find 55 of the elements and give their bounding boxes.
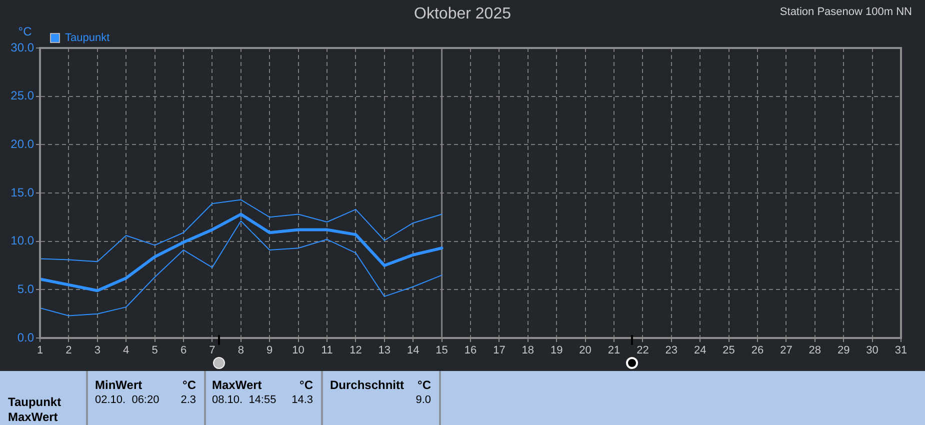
x-tick-label: 15 [436, 344, 448, 357]
x-tick-label: 5 [152, 344, 158, 357]
x-tick-label: 6 [180, 344, 187, 357]
x-tick-label: 23 [665, 344, 678, 357]
text: °C [418, 378, 431, 392]
y-tick-label: 0.0 [17, 330, 34, 344]
text: Taupunkt [8, 395, 62, 409]
x-tick-label: 19 [550, 344, 563, 357]
text: 02.10. 06:20 [95, 394, 160, 406]
x-tick-label: 8 [238, 344, 244, 357]
x-tick-label: 16 [464, 344, 477, 357]
chart-subtitle: Station Pasenow 100m NN [780, 6, 912, 18]
x-tick-label: 28 [808, 344, 822, 357]
x-tick-label: 22 [636, 344, 649, 357]
x-tick-label: 21 [608, 344, 620, 357]
y-tick-label: 30.0 [10, 40, 34, 54]
x-tick-label: 4 [123, 344, 130, 357]
y-axis-title: °C [18, 24, 32, 38]
x-tick-label: 27 [780, 344, 792, 357]
x-tick-label: 7 [209, 344, 216, 357]
text: MaxWert [8, 410, 58, 424]
text: 08.10. 14:55 [212, 394, 276, 406]
x-tick-label: 20 [579, 344, 592, 357]
text: 2.3 [180, 394, 196, 406]
text: MinWert [95, 378, 142, 392]
y-tick-label: 15.0 [10, 185, 34, 200]
x-tick-label: 26 [751, 344, 764, 357]
text: °C [182, 378, 196, 392]
x-tick-label: 24 [694, 344, 706, 357]
text: MaxWert [212, 378, 262, 392]
text: °C [300, 378, 313, 392]
y-tick-label: 5.0 [17, 282, 34, 296]
x-tick-label: 14 [406, 344, 420, 357]
x-tick-label: 30 [866, 344, 878, 357]
x-tick-label: 18 [522, 344, 534, 357]
x-tick-label: 10 [292, 344, 304, 357]
x-tick-label: 11 [321, 344, 333, 357]
text: Durchschnitt [330, 378, 404, 392]
text: 14.3 [292, 394, 313, 406]
y-tick-label: 10.0 [10, 234, 34, 248]
x-tick-label: 31 [894, 344, 908, 357]
legend-label: Taupunkt [65, 32, 110, 44]
x-tick-label: 12 [350, 344, 362, 357]
x-tick-label: 9 [266, 344, 273, 357]
y-tick-label: 25.0 [10, 88, 34, 103]
x-tick-label: 25 [722, 344, 735, 357]
text: 9.0 [416, 394, 431, 406]
x-tick-label: 2 [66, 344, 72, 357]
x-tick-label: 1 [36, 344, 44, 357]
x-tick-label: 29 [837, 344, 850, 357]
y-tick-label: 20.0 [10, 136, 34, 151]
x-tick-label: 17 [493, 344, 506, 357]
chart-title: Oktober 2025 [414, 5, 512, 22]
x-tick-label: 3 [94, 344, 100, 357]
x-tick-label: 13 [378, 344, 391, 357]
